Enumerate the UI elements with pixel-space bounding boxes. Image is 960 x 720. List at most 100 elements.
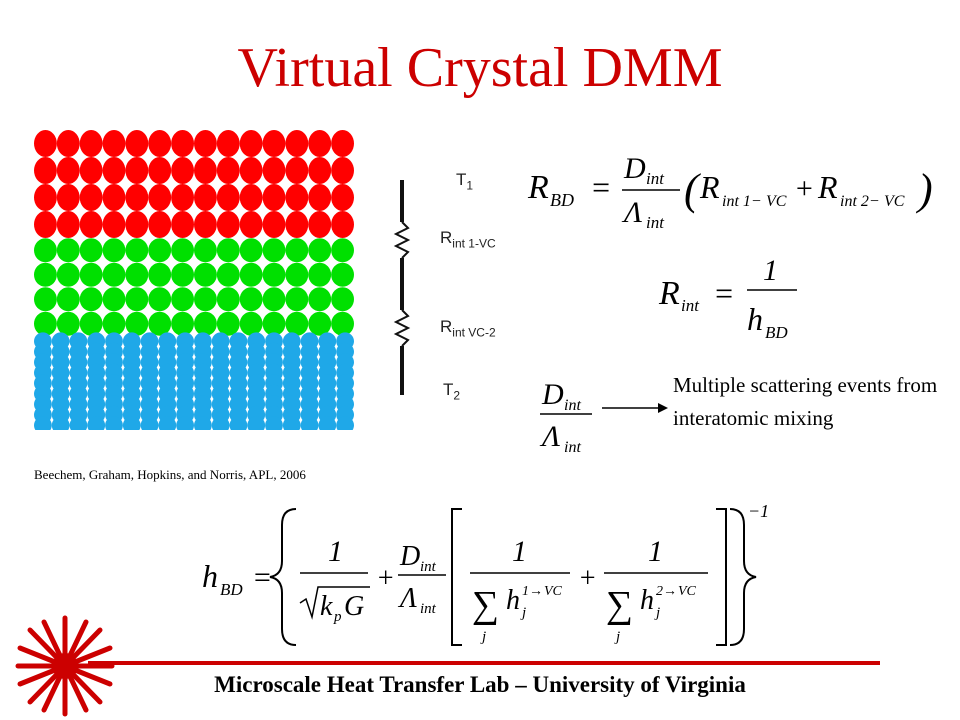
atom-green bbox=[171, 238, 194, 263]
atom-red bbox=[285, 130, 309, 157]
atom-blue bbox=[158, 416, 177, 430]
svg-text:+: + bbox=[578, 563, 597, 594]
atom-green bbox=[148, 311, 172, 336]
atom-green bbox=[194, 311, 217, 336]
atom-red bbox=[56, 130, 80, 157]
svg-text:BD: BD bbox=[220, 580, 243, 599]
atom-green bbox=[171, 311, 194, 336]
label-t1: T1 bbox=[456, 170, 474, 193]
atom-red bbox=[34, 211, 57, 238]
svg-text:VC: VC bbox=[884, 193, 905, 210]
svg-text:R: R bbox=[699, 169, 720, 205]
atom-red bbox=[125, 211, 149, 238]
svg-text:(: ( bbox=[684, 165, 701, 214]
resistor-2 bbox=[393, 309, 411, 347]
svg-text:int 1−: int 1− bbox=[722, 193, 762, 210]
atom-blue bbox=[282, 416, 301, 430]
atom-red bbox=[216, 184, 240, 211]
atom-green bbox=[308, 238, 332, 263]
atom-red bbox=[331, 157, 354, 184]
atom-red bbox=[194, 157, 217, 184]
atom-red bbox=[331, 130, 354, 157]
atom-red bbox=[79, 184, 103, 211]
atom-green bbox=[79, 238, 103, 263]
atom-green bbox=[285, 287, 309, 312]
atom-green bbox=[331, 238, 354, 263]
svg-text:+: + bbox=[376, 563, 395, 594]
atom-blue bbox=[69, 416, 88, 430]
atom-green bbox=[148, 238, 172, 263]
atom-red bbox=[308, 211, 332, 238]
slide-title: Virtual Crystal DMM bbox=[237, 37, 723, 99]
citation: Beechem, Graham, Hopkins, and Norris, AP… bbox=[34, 467, 306, 482]
atom-green bbox=[34, 287, 57, 312]
atom-blue bbox=[122, 416, 141, 430]
atom-green bbox=[148, 287, 172, 312]
atom-green bbox=[56, 311, 80, 336]
atom-red bbox=[34, 130, 57, 157]
svg-text:R: R bbox=[817, 169, 838, 205]
laser-burst-logo-icon bbox=[15, 615, 115, 717]
footer-lab-name: Microscale Heat Transfer Lab – Universit… bbox=[214, 672, 746, 697]
atom-red bbox=[262, 130, 286, 157]
svg-text:G: G bbox=[344, 591, 364, 622]
atom-green bbox=[239, 311, 263, 336]
svg-text:2→: 2→ bbox=[656, 584, 677, 599]
atom-red bbox=[34, 184, 57, 211]
atom-green bbox=[262, 262, 286, 287]
atom-green bbox=[102, 311, 126, 336]
atom-red bbox=[125, 157, 149, 184]
atom-red bbox=[331, 184, 354, 211]
atom-red bbox=[331, 211, 354, 238]
svg-text:int: int bbox=[420, 601, 437, 617]
svg-text:1: 1 bbox=[763, 254, 778, 287]
atom-red bbox=[308, 184, 332, 211]
atom-green bbox=[239, 238, 263, 263]
svg-text:=: = bbox=[252, 561, 272, 594]
atom-red bbox=[171, 211, 194, 238]
atom-green bbox=[262, 238, 286, 263]
atom-red bbox=[239, 211, 263, 238]
label-r-int-vc-2: Rint VC-2 bbox=[440, 317, 496, 340]
atom-green bbox=[56, 262, 80, 287]
atom-green bbox=[308, 311, 332, 336]
atom-red bbox=[171, 157, 194, 184]
svg-text:R: R bbox=[658, 275, 680, 312]
atom-blue bbox=[176, 416, 194, 430]
atom-green bbox=[171, 287, 194, 312]
atom-red bbox=[194, 130, 217, 157]
atom-red bbox=[148, 184, 172, 211]
label-t2: T2 bbox=[443, 380, 461, 403]
svg-text:int: int bbox=[564, 439, 581, 456]
svg-text:1: 1 bbox=[648, 535, 663, 568]
atom-red bbox=[262, 184, 286, 211]
footer-rule bbox=[88, 661, 880, 665]
svg-text:D: D bbox=[541, 378, 564, 411]
atom-red bbox=[148, 157, 172, 184]
atom-green bbox=[216, 287, 240, 312]
equation-d-over-lambda: D int Λ int bbox=[539, 378, 592, 456]
atom-green bbox=[125, 311, 149, 336]
atom-green bbox=[171, 262, 194, 287]
atom-red bbox=[262, 157, 286, 184]
atom-green bbox=[331, 311, 354, 336]
atom-red bbox=[102, 157, 126, 184]
atom-blue bbox=[300, 416, 319, 430]
svg-text:h: h bbox=[640, 585, 654, 616]
atom-red bbox=[239, 130, 263, 157]
atom-red bbox=[125, 130, 149, 157]
atom-green bbox=[102, 287, 126, 312]
svg-text:VC: VC bbox=[678, 584, 697, 599]
atom-green bbox=[79, 311, 103, 336]
atom-green bbox=[125, 238, 149, 263]
svg-text:h: h bbox=[202, 558, 218, 594]
svg-text:D: D bbox=[623, 152, 646, 185]
label-r-int-1-vc: Rint 1-VC bbox=[440, 228, 496, 251]
svg-text:Λ: Λ bbox=[397, 583, 417, 614]
atom-green bbox=[216, 262, 240, 287]
atom-green bbox=[194, 238, 217, 263]
atom-red bbox=[56, 211, 80, 238]
atom-blue bbox=[336, 416, 354, 430]
atom-green bbox=[125, 262, 149, 287]
resistor-1 bbox=[393, 221, 411, 259]
